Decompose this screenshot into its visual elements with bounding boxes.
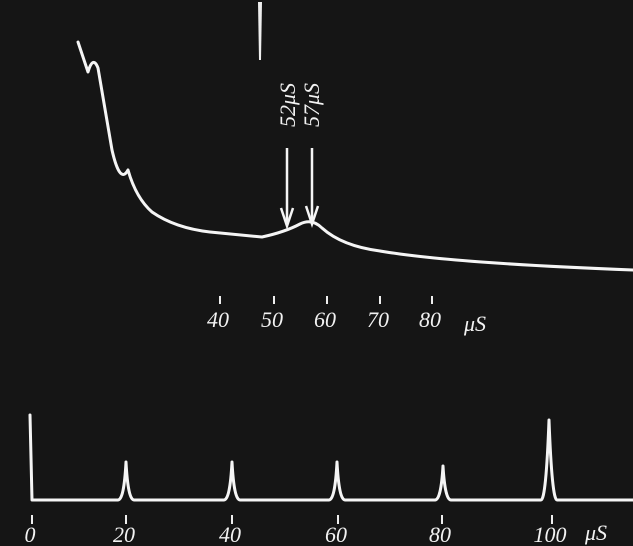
scale-label: 40 <box>207 307 229 332</box>
scale-label: 80 <box>419 307 441 332</box>
arrow-head <box>279 207 295 230</box>
arrow-head <box>304 205 320 228</box>
scale-label: 100 <box>534 522 567 546</box>
arrows <box>279 148 320 230</box>
lower-scale: 0 20 40 60 80 100 μS <box>25 515 607 546</box>
scale-label: 20 <box>113 522 135 546</box>
unit-label: μS <box>584 520 607 545</box>
scale-label: 80 <box>429 522 451 546</box>
annotation: 57μS <box>299 83 324 127</box>
scale-label: 60 <box>325 522 347 546</box>
unit-label: μS <box>463 311 486 336</box>
upper-scale: 40 50 60 70 80 μS <box>207 296 486 336</box>
lower-trace <box>28 413 633 502</box>
scale-label: 40 <box>219 522 241 546</box>
scale-label: 0 <box>25 522 36 546</box>
annotation: 52μS <box>275 83 300 127</box>
scale-label: 70 <box>367 307 389 332</box>
scale-label: 50 <box>261 307 283 332</box>
upper-trace <box>76 40 633 272</box>
scale-label: 60 <box>314 307 336 332</box>
marker <box>258 2 262 60</box>
